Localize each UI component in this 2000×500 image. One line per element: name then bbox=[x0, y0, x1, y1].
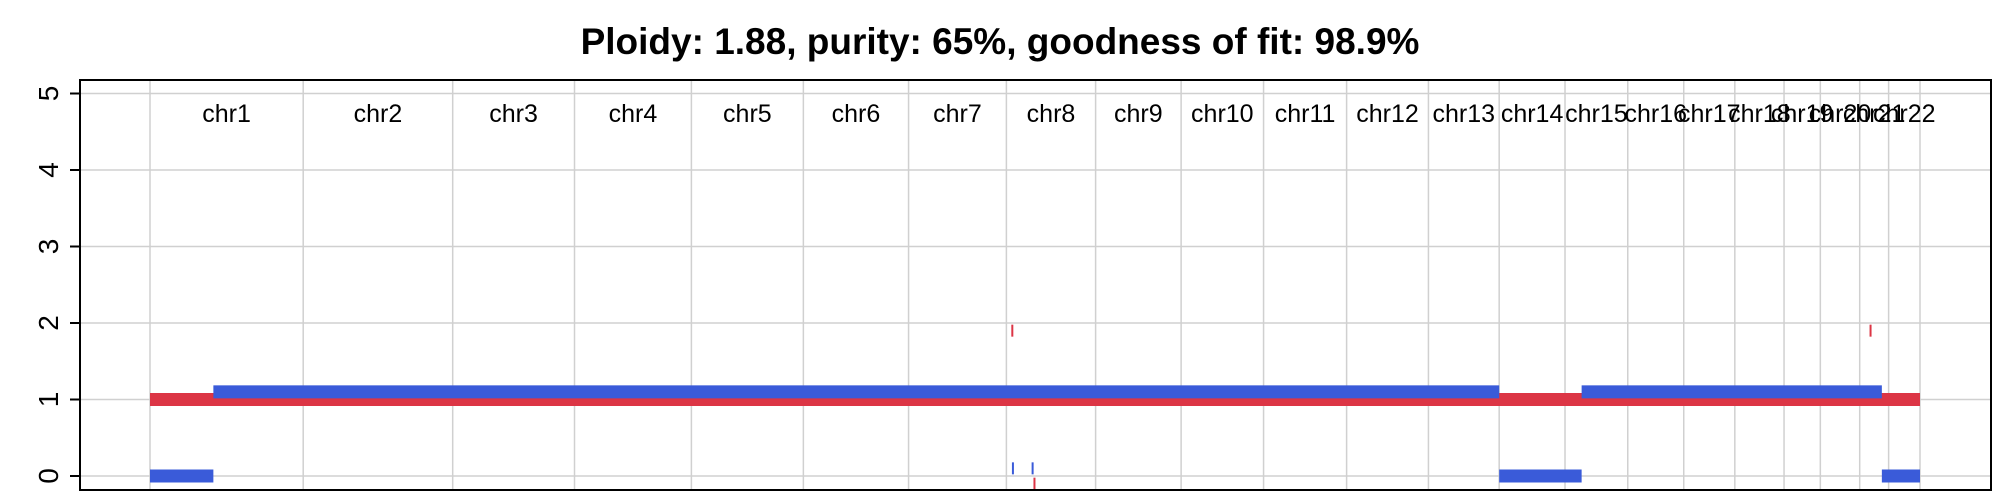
chr-label-chr6: chr6 bbox=[832, 100, 881, 128]
blue-segment bbox=[1499, 469, 1582, 483]
red-segment bbox=[1033, 477, 1036, 490]
segments-layer bbox=[150, 324, 1920, 490]
plot-frame bbox=[79, 79, 1992, 491]
chart-title: Ploidy: 1.88, purity: 65%, goodness of f… bbox=[581, 21, 1420, 62]
chr-label-chr16: chr16 bbox=[1624, 100, 1687, 128]
chr-label-chr18: chr18 bbox=[1728, 100, 1791, 128]
chr-label-chr11: chr11 bbox=[1275, 100, 1336, 128]
blue-segment bbox=[150, 469, 214, 483]
chr-label-chr17: chr17 bbox=[1678, 100, 1741, 128]
blue-segment bbox=[1881, 469, 1920, 483]
grid-lines bbox=[80, 80, 1991, 490]
y-axis: 0 1 2 3 4 5 bbox=[33, 86, 81, 484]
chr-label-chr12: chr12 bbox=[1356, 100, 1419, 128]
chr-label-chr3: chr3 bbox=[489, 100, 538, 128]
chr-label-chr5: chr5 bbox=[723, 100, 772, 128]
chr-label-chr4: chr4 bbox=[609, 100, 658, 128]
y-tick-label: 5 bbox=[33, 86, 64, 102]
chr-label-chr14: chr14 bbox=[1501, 100, 1564, 128]
chr-label-chr8: chr8 bbox=[1027, 100, 1076, 128]
chr-label-chr19: chr19 bbox=[1771, 100, 1834, 128]
y-tick-label: 4 bbox=[33, 162, 64, 178]
chr-label-chr21: chr21 bbox=[1843, 100, 1906, 128]
chr-label-chr20: chr20 bbox=[1809, 100, 1872, 128]
y-tick-label: 2 bbox=[33, 315, 64, 331]
blue-segment bbox=[1031, 462, 1034, 475]
red-segment bbox=[1869, 324, 1872, 337]
red-segment bbox=[1011, 324, 1014, 337]
chr-label-chr7: chr7 bbox=[933, 100, 982, 128]
chr-label-chr9: chr9 bbox=[1114, 100, 1163, 128]
blue-segment bbox=[1011, 462, 1014, 475]
chromosome-labels: chr1 chr2 chr3 chr4 chr5 chr6 chr7 chr8 chr9 chr1… bbox=[202, 100, 1935, 128]
y-tick-label: 0 bbox=[33, 468, 64, 484]
blue-segment bbox=[213, 385, 1500, 399]
chr-label-chr22: chr22 bbox=[1873, 100, 1936, 128]
chr-label-chr15: chr15 bbox=[1565, 100, 1628, 128]
y-tick-label: 1 bbox=[33, 392, 64, 408]
y-tick-label: 3 bbox=[33, 239, 64, 255]
chr-label-chr2: chr2 bbox=[354, 100, 403, 128]
blue-segment bbox=[1581, 385, 1882, 399]
chr-label-chr10: chr10 bbox=[1191, 100, 1254, 128]
chr-label-chr13: chr13 bbox=[1433, 100, 1496, 128]
chr-label-chr1: chr1 bbox=[202, 100, 251, 128]
